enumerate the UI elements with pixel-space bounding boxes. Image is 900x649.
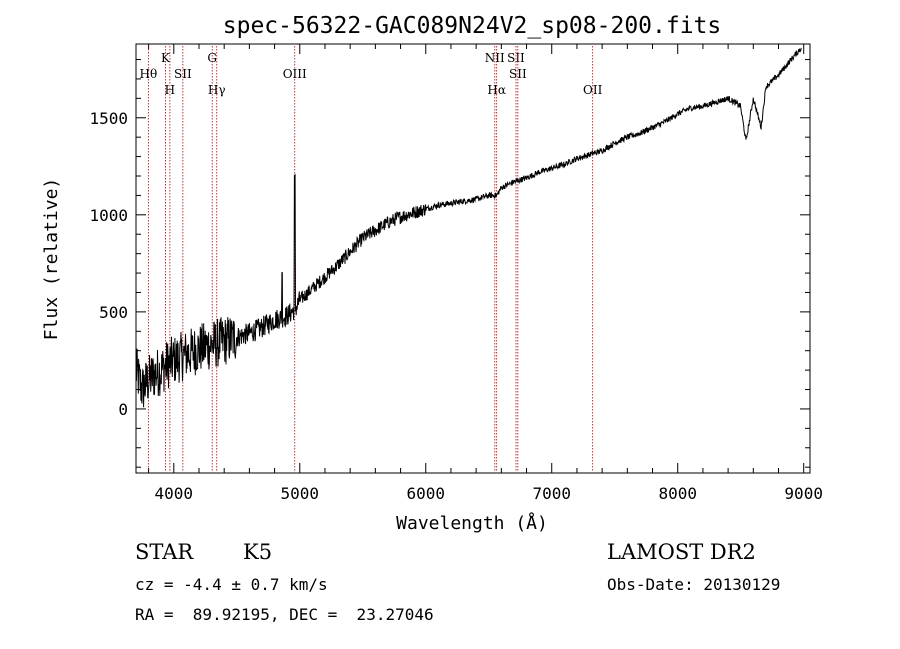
x-tick-label: 9000	[784, 484, 823, 503]
y-tick-label: 1500	[89, 109, 128, 128]
object-subclass: K5	[243, 540, 272, 564]
chart-title: spec-56322-GAC089N24V2_sp08-200.fits	[223, 13, 722, 39]
x-tick-label: 6000	[406, 484, 445, 503]
x-tick-label: 7000	[532, 484, 571, 503]
absorption-line-label: G	[207, 51, 217, 65]
y-axis-ticks: 0 500 1000 1500	[89, 59, 810, 468]
x-tick-label: 4000	[155, 484, 194, 503]
absorption-line-label: K	[161, 51, 171, 65]
x-axis-label: Wavelength (Å)	[396, 512, 548, 534]
spectrum-line	[135, 47, 802, 408]
plot-frame	[135, 43, 811, 474]
y-tick-label: 1000	[89, 206, 128, 225]
absorption-line-label: H	[165, 83, 175, 97]
x-tick-label: 8000	[658, 484, 697, 503]
object-class: STAR	[135, 540, 194, 564]
absorption-line-label: SII	[174, 67, 192, 81]
survey-label: LAMOST DR2	[607, 540, 756, 564]
y-tick-label: 500	[99, 303, 128, 322]
absorption-line-label: Hγ	[208, 83, 226, 97]
emission-line-label: NII	[485, 51, 505, 65]
coordinates: RA = 89.92195, DEC = 23.27046	[135, 605, 434, 624]
emission-line-label: OII	[583, 83, 603, 97]
spectrum-series	[135, 47, 802, 408]
emission-line-label: Hα	[487, 83, 506, 97]
absorption-line-label: Hθ	[139, 67, 157, 81]
emission-line-label: SII	[509, 67, 527, 81]
redshift-cz: cz = -4.4 ± 0.7 km/s	[135, 575, 328, 594]
y-tick-label: 0	[118, 400, 128, 419]
obs-date: Obs-Date: 20130129	[607, 575, 780, 594]
emission-line-label: SII	[507, 51, 525, 65]
x-axis-ticks: 4000 5000 6000 7000 8000 9000	[148, 44, 823, 503]
emission-line-label: OIII	[283, 67, 307, 81]
x-tick-label: 5000	[281, 484, 320, 503]
y-axis-label: Flux (relative)	[41, 178, 62, 341]
